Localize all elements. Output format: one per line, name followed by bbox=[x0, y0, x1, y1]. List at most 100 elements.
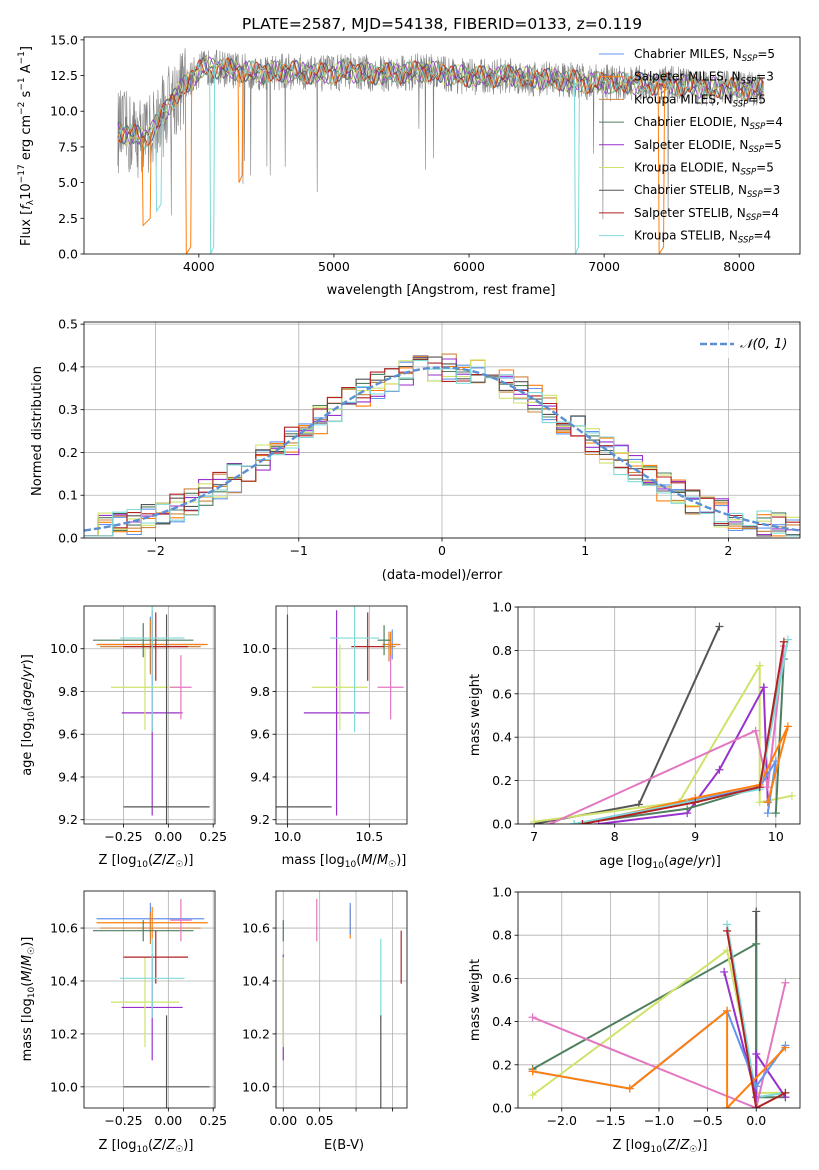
y-tick-label: 12.5 bbox=[50, 68, 78, 83]
y-tick-label: 10.6 bbox=[50, 921, 78, 936]
weight-z-ylabel: mass weight bbox=[468, 959, 483, 1041]
mass-vs-ebv-panel: E(B-V) bbox=[324, 1138, 364, 1153]
plot-area bbox=[92, 606, 210, 824]
y-tick-label: 10.0 bbox=[50, 104, 78, 119]
y-tick-label: 7.5 bbox=[58, 139, 78, 154]
axes-frame bbox=[83, 36, 801, 255]
grid bbox=[518, 606, 800, 825]
mass-weight-vs-age-axes: 7 8 9 10 0.0 0.2 0.4 0.6 0.8 1.0 bbox=[492, 600, 801, 844]
data-point-marker bbox=[683, 798, 692, 807]
y-tick-label: 0.2 bbox=[58, 445, 78, 460]
y-tick-label: 0.4 bbox=[58, 359, 78, 374]
y-tick-label: 0.3 bbox=[58, 402, 78, 417]
y-tick-label: 10.2 bbox=[242, 1026, 270, 1041]
spectrum-legend: Chabrier MILES, NSSP=5 Salpeter MILES, NS… bbox=[599, 47, 783, 246]
y-tick-label: 9.6 bbox=[58, 727, 78, 742]
axes-frame bbox=[83, 321, 801, 539]
absorption-dip-line bbox=[141, 132, 152, 227]
data-point-marker bbox=[752, 1104, 761, 1108]
x-tick-label: 10.5 bbox=[355, 829, 383, 844]
x-tick-label: 2 bbox=[724, 543, 732, 558]
legend-entry: Chabrier MILES, NSSP=5 bbox=[634, 47, 775, 64]
mass-weight-line bbox=[723, 971, 787, 1098]
frame: 0.00 0.05 10.0 10.2 10.4 10.6 bbox=[242, 890, 408, 1128]
data-point-marker bbox=[546, 820, 555, 824]
legend-entry: Chabrier ELODIE, NSSP=4 bbox=[634, 115, 783, 132]
axes-frame bbox=[83, 890, 216, 1109]
legend-entry: Salpeter MILES, NSSP=3 bbox=[634, 70, 774, 87]
x-tick-label: 7000 bbox=[588, 259, 620, 274]
spectrum-axes: 4000 5000 6000 7000 8000 0.0 2.5 5.0 7.5 10.0 12.5… bbox=[50, 32, 801, 274]
legend-entry: 𝒩(0, 1) bbox=[740, 337, 787, 352]
age-z-xlabel: Z [log10(Z/Z☉)] bbox=[99, 853, 194, 870]
y-tick-label: 0.6 bbox=[492, 971, 512, 986]
y-tick-label: 0.0 bbox=[58, 247, 78, 262]
residuals-ylabel: Normed distribution bbox=[30, 366, 45, 496]
data-point-marker bbox=[528, 1091, 537, 1100]
data-point-marker bbox=[783, 722, 792, 731]
residual-histogram bbox=[84, 359, 800, 537]
data-point-marker bbox=[720, 967, 729, 976]
data-point-marker bbox=[759, 683, 768, 692]
data-point-marker bbox=[763, 798, 772, 807]
data-point-marker bbox=[570, 820, 579, 824]
data-point-marker bbox=[528, 1013, 537, 1022]
y-tick-label: 0.4 bbox=[492, 730, 512, 745]
mass-weight-line bbox=[726, 930, 786, 1108]
y-tick-label: 9.8 bbox=[250, 684, 270, 699]
residual-histogram bbox=[84, 360, 800, 537]
spectrum-xlabel: wavelength [Angstrom, rest frame] bbox=[327, 283, 556, 298]
x-tick-label: −2 bbox=[146, 543, 164, 558]
x-tick-label: 1 bbox=[581, 543, 589, 558]
model-spectrum-line bbox=[117, 57, 764, 146]
x-tick-label: 10 bbox=[768, 829, 784, 844]
y-tick-label: 0.8 bbox=[492, 643, 512, 658]
data-point-marker bbox=[723, 926, 732, 935]
mass-vs-z-panel: Z [log10(Z/Z☉)] mass [log10(M/M☉)] bbox=[20, 937, 193, 1155]
weight-age-xlabel: age [log10(age/yr)] bbox=[599, 854, 721, 871]
legend-entry: Kroupa STELIB, NSSP=4 bbox=[634, 229, 771, 246]
y-tick-label: 0.2 bbox=[492, 1057, 512, 1072]
absorption-dip-line bbox=[573, 80, 580, 254]
spectrum-ylabel: Flux [fλ10−17 erg cm−2 s−1 A−1] bbox=[17, 46, 36, 246]
y-tick-label: 9.2 bbox=[250, 812, 270, 827]
data-point-marker bbox=[779, 637, 788, 646]
x-tick-label: 0.00 bbox=[269, 1113, 297, 1128]
mass-weight-line bbox=[532, 982, 787, 1108]
axes-frame bbox=[275, 605, 408, 825]
plot-area bbox=[84, 353, 800, 537]
data-point-marker bbox=[781, 1088, 790, 1097]
residuals-axes: −2 −1 0 1 2 0.0 0.1 0.2 0.3 0.4 0.5 bbox=[58, 317, 801, 558]
y-tick-label: 15.0 bbox=[50, 32, 78, 47]
x-tick-label: 4000 bbox=[183, 259, 215, 274]
y-tick-label: 10.0 bbox=[50, 641, 78, 656]
age-vs-z-panel: Z [log10(Z/Z☉)] age [log10(age/yr)] bbox=[20, 654, 193, 870]
legend-entry: Chabrier STELIB, NSSP=3 bbox=[634, 183, 780, 200]
frame: −0.25 0.00 0.25 9.2 9.4 9.6 9.8 10.0 bbox=[50, 605, 227, 844]
data-point-marker bbox=[781, 978, 790, 987]
data-point-marker bbox=[625, 1084, 634, 1093]
mass-z-ylabel: mass [log10(M/M☉)] bbox=[20, 937, 37, 1062]
age-vs-mass-axes: 10.0 10.5 9.2 9.4 9.6 9.8 10.0 bbox=[242, 605, 408, 844]
y-tick-label: 0.0 bbox=[492, 817, 512, 832]
age-mass-xlabel: mass [log10(M/M☉)] bbox=[282, 853, 407, 870]
x-tick-label: 0.00 bbox=[154, 1113, 182, 1128]
y-tick-label: 9.2 bbox=[58, 812, 78, 827]
legend-entry: Kroupa MILES, NSSP=5 bbox=[634, 92, 766, 109]
x-tick-label: −0.25 bbox=[104, 1113, 142, 1128]
legend-entry: Salpeter ELODIE, NSSP=5 bbox=[634, 138, 782, 155]
y-tick-label: 10.0 bbox=[242, 1079, 270, 1094]
plot-area bbox=[117, 48, 764, 254]
x-tick-label: 0.05 bbox=[306, 1113, 334, 1128]
mass-ebv-xlabel: E(B-V) bbox=[324, 1138, 364, 1153]
normal-reference-curve bbox=[84, 366, 800, 532]
grid bbox=[84, 891, 215, 1108]
weight-age-ylabel: mass weight bbox=[468, 674, 483, 756]
residuals-panel: (data-model)/error Normed distribution bbox=[30, 366, 503, 583]
axes-frame bbox=[517, 891, 801, 1109]
data-point-marker bbox=[771, 809, 780, 818]
mass-weight-vs-z-axes: −2.0 −1.5 −1.0 −0.5 0.0 0.0 0.2 0.4 0.6 0.8 1.0 bbox=[492, 885, 801, 1128]
x-tick-label: −1.5 bbox=[595, 1113, 625, 1128]
y-tick-label: 10.0 bbox=[242, 641, 270, 656]
data-point-marker bbox=[715, 765, 724, 774]
